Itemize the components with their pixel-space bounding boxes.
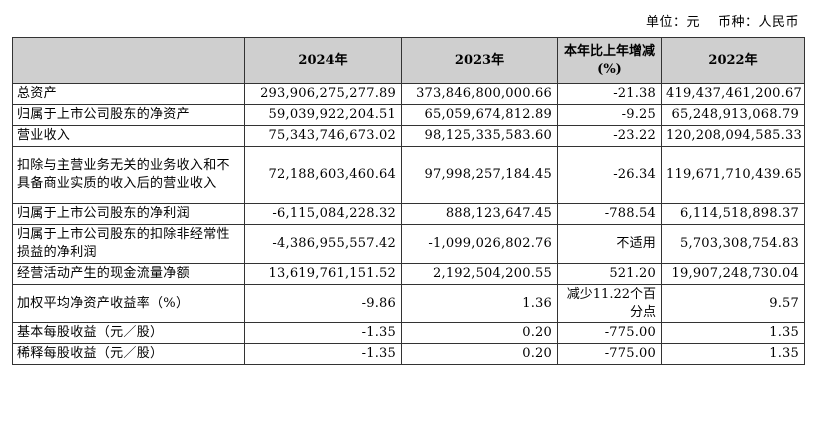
table-row: 加权平均净资产收益率（%） -9.86 1.36 减少11.22个百分点 9.5… xyxy=(12,284,805,323)
row-label: 总资产 xyxy=(12,83,245,105)
table-row: 基本每股收益（元／股） -1.35 0.20 -775.00 1.35 xyxy=(12,322,805,344)
cell-2023: 98,125,335,583.60 xyxy=(401,125,558,147)
table-row: 扣除与主营业务无关的业务收入和不具备商业实质的收入后的营业收入 72,188,6… xyxy=(12,146,805,204)
cell-change: -23.22 xyxy=(557,125,662,147)
cell-2023: -1,099,026,802.76 xyxy=(401,224,558,264)
row-label: 稀释每股收益（元／股） xyxy=(12,343,245,365)
cell-change: -775.00 xyxy=(557,322,662,344)
cell-2024: 72,188,603,460.64 xyxy=(244,146,402,204)
row-label: 归属于上市公司股东的净资产 xyxy=(12,104,245,126)
cell-change: 521.20 xyxy=(557,263,662,285)
cell-change: 不适用 xyxy=(557,224,662,264)
cell-change: -788.54 xyxy=(557,203,662,225)
table-row: 营业收入 75,343,746,673.02 98,125,335,583.60… xyxy=(12,125,805,147)
cell-change: 减少11.22个百分点 xyxy=(557,284,662,323)
cell-2022: 65,248,913,068.79 xyxy=(661,104,805,126)
cell-2022: 19,907,248,730.04 xyxy=(661,263,805,285)
cell-2024: -6,115,084,228.32 xyxy=(244,203,402,225)
financial-summary-table: 2024年 2023年 本年比上年增减(%) 2022年 总资产 293,906… xyxy=(12,37,805,365)
cell-change: -775.00 xyxy=(557,343,662,365)
cell-2024: -9.86 xyxy=(244,284,402,323)
cell-2022: 1.35 xyxy=(661,322,805,344)
table-row: 经营活动产生的现金流量净额 13,619,761,151.52 2,192,50… xyxy=(12,263,805,285)
cell-2024: -4,386,955,557.42 xyxy=(244,224,402,264)
unit-currency-line: 单位：元 币种：人民币 xyxy=(646,11,799,30)
row-label: 基本每股收益（元／股） xyxy=(12,322,245,344)
cell-2022: 419,437,461,200.67 xyxy=(661,83,805,105)
table-row: 稀释每股收益（元／股） -1.35 0.20 -775.00 1.35 xyxy=(12,343,805,365)
cell-2023: 888,123,647.45 xyxy=(401,203,558,225)
row-label: 经营活动产生的现金流量净额 xyxy=(12,263,245,285)
cell-2024: 75,343,746,673.02 xyxy=(244,125,402,147)
header-change: 本年比上年增减(%) xyxy=(557,37,662,84)
cell-2022: 1.35 xyxy=(661,343,805,365)
cell-2023: 65,059,674,812.89 xyxy=(401,104,558,126)
cell-2024: 293,906,275,277.89 xyxy=(244,83,402,105)
cell-change: -21.38 xyxy=(557,83,662,105)
cell-2023: 373,846,800,000.66 xyxy=(401,83,558,105)
header-2022: 2022年 xyxy=(661,37,805,84)
cell-2022: 9.57 xyxy=(661,284,805,323)
row-label: 归属于上市公司股东的净利润 xyxy=(12,203,245,225)
currency-label: 币种：人民币 xyxy=(717,15,799,30)
row-label: 营业收入 xyxy=(12,125,245,147)
cell-2024: -1.35 xyxy=(244,343,402,365)
header-2024: 2024年 xyxy=(244,37,402,84)
header-2023: 2023年 xyxy=(401,37,558,84)
table-header-row: 2024年 2023年 本年比上年增减(%) 2022年 xyxy=(12,37,805,84)
cell-2022: 6,114,518,898.37 xyxy=(661,203,805,225)
cell-2023: 97,998,257,184.45 xyxy=(401,146,558,204)
row-label: 归属于上市公司股东的扣除非经常性损益的净利润 xyxy=(12,224,245,264)
table-row: 归属于上市公司股东的净利润 -6,115,084,228.32 888,123,… xyxy=(12,203,805,225)
cell-2023: 0.20 xyxy=(401,343,558,365)
cell-2024: -1.35 xyxy=(244,322,402,344)
header-item xyxy=(12,37,245,84)
cell-2022: 5,703,308,754.83 xyxy=(661,224,805,264)
cell-2024: 59,039,922,204.51 xyxy=(244,104,402,126)
cell-2023: 1.36 xyxy=(401,284,558,323)
cell-2023: 2,192,504,200.55 xyxy=(401,263,558,285)
cell-2024: 13,619,761,151.52 xyxy=(244,263,402,285)
unit-label: 单位：元 xyxy=(645,15,700,30)
cell-2023: 0.20 xyxy=(401,322,558,344)
cell-change: -26.34 xyxy=(557,146,662,204)
cell-change: -9.25 xyxy=(557,104,662,126)
table-row: 总资产 293,906,275,277.89 373,846,800,000.6… xyxy=(12,83,805,105)
row-label: 加权平均净资产收益率（%） xyxy=(12,284,245,323)
cell-2022: 120,208,094,585.33 xyxy=(661,125,805,147)
table-row: 归属于上市公司股东的扣除非经常性损益的净利润 -4,386,955,557.42… xyxy=(12,224,805,264)
table-row: 归属于上市公司股东的净资产 59,039,922,204.51 65,059,6… xyxy=(12,104,805,126)
cell-2022: 119,671,710,439.65 xyxy=(661,146,805,204)
row-label: 扣除与主营业务无关的业务收入和不具备商业实质的收入后的营业收入 xyxy=(12,146,245,204)
